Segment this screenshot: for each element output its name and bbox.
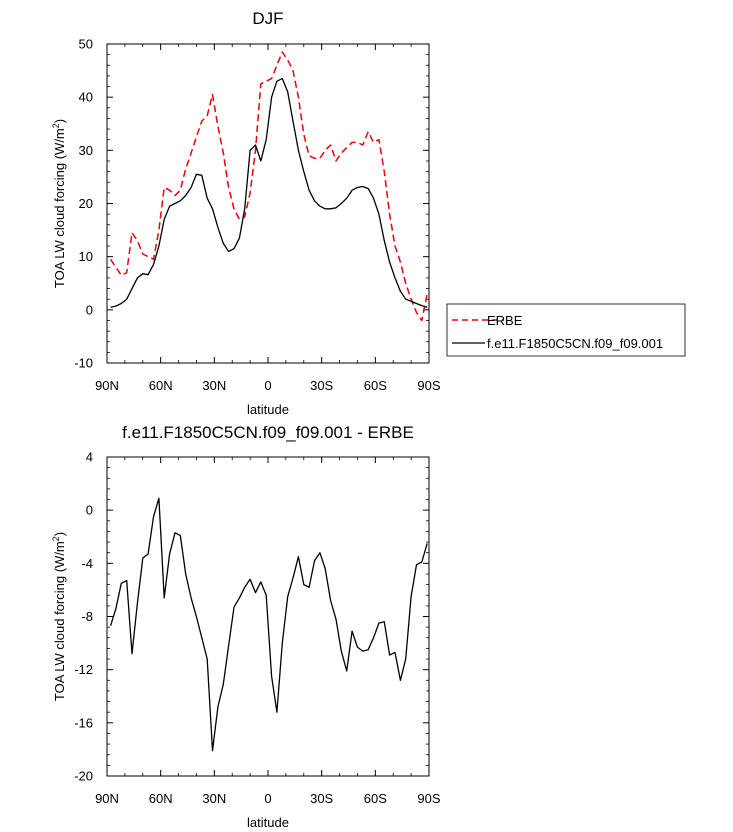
top-x-tick-label: 90S <box>417 378 440 393</box>
legend-box <box>446 303 686 357</box>
top-panel: DJF -10 0 10 20 30 40 50 90N 60N 30N 0 30S 60S 90S l… <box>51 9 441 417</box>
top-plot-frame <box>106 43 430 364</box>
bottom-y-ticks: -20 -16 -12 -8 -4 0 4 <box>74 450 429 784</box>
bottom-x-tick-label: 30N <box>202 791 226 806</box>
bottom-y-axis-label-tail: ) <box>52 532 67 536</box>
legend-label-erbe: ERBE <box>487 313 523 328</box>
bottom-y-tick-label: 4 <box>86 450 93 465</box>
bottom-y-tick-label: -8 <box>81 609 93 624</box>
top-series <box>109 51 428 322</box>
bottom-series-line-difference <box>109 497 428 752</box>
top-series-line-model <box>110 77 428 308</box>
bottom-y-axis-label: TOA LW cloud forcing (W/m2) <box>51 532 67 701</box>
bottom-x-axis-label: latitude <box>247 815 289 830</box>
bottom-x-tick-label: 90N <box>95 791 119 806</box>
bottom-x-tick-label: 0 <box>264 791 271 806</box>
bottom-panel: f.e11.F1850C5CN.f09_f09.001 - ERBE -20 -1… <box>51 423 441 830</box>
top-y-axis-label-tail: ) <box>52 119 67 123</box>
bottom-x-tick-label: 90S <box>417 791 440 806</box>
bottom-x-ticks: 90N 60N 30N 0 30S 60S 90S <box>95 457 441 806</box>
top-y-tick-label: -10 <box>74 356 93 371</box>
top-chart-title: DJF <box>252 9 283 28</box>
top-y-axis-label-sup: 2 <box>51 123 61 128</box>
bottom-series <box>109 497 428 752</box>
top-y-tick-label: 50 <box>79 37 93 52</box>
bottom-x-tick-label: 60N <box>149 791 173 806</box>
top-x-axis-label: latitude <box>247 402 289 417</box>
top-y-tick-label: 10 <box>79 249 93 264</box>
top-y-ticks: -10 0 10 20 30 40 50 <box>74 37 429 371</box>
bottom-chart-title: f.e11.F1850C5CN.f09_f09.001 - ERBE <box>122 423 414 442</box>
top-x-tick-label: 60S <box>364 378 387 393</box>
top-x-tick-label: 30N <box>202 378 226 393</box>
bottom-y-tick-label: -4 <box>81 556 93 571</box>
bottom-x-tick-label: 30S <box>310 791 333 806</box>
bottom-y-axis-label-main: TOA LW cloud forcing (W/m <box>52 541 67 701</box>
top-x-tick-label: 30S <box>310 378 333 393</box>
top-y-tick-label: 20 <box>79 196 93 211</box>
legend: ERBE f.e11.F1850C5CN.f09_f09.001 <box>446 303 686 357</box>
legend-label-model: f.e11.F1850C5CN.f09_f09.001 <box>487 336 663 351</box>
top-series-line-erbe <box>109 51 428 322</box>
bottom-y-tick-label: -16 <box>74 715 93 730</box>
top-x-tick-label: 0 <box>264 378 271 393</box>
top-y-tick-label: 30 <box>79 143 93 158</box>
bottom-plot-frame <box>106 456 430 777</box>
top-x-tick-label: 90N <box>95 378 119 393</box>
top-y-axis-label: TOA LW cloud forcing (W/m2) <box>51 119 67 288</box>
top-y-tick-label: 40 <box>79 90 93 105</box>
top-x-tick-label: 60N <box>149 378 173 393</box>
top-y-tick-label: 0 <box>86 302 93 317</box>
bottom-y-tick-label: 0 <box>86 503 93 518</box>
bottom-y-tick-label: -12 <box>74 662 93 677</box>
bottom-y-tick-label: -20 <box>74 769 93 784</box>
bottom-y-axis-label-sup: 2 <box>51 536 61 541</box>
bottom-x-tick-label: 60S <box>364 791 387 806</box>
top-y-axis-label-main: TOA LW cloud forcing (W/m <box>52 128 67 288</box>
top-x-ticks: 90N 60N 30N 0 30S 60S 90S <box>95 44 441 393</box>
